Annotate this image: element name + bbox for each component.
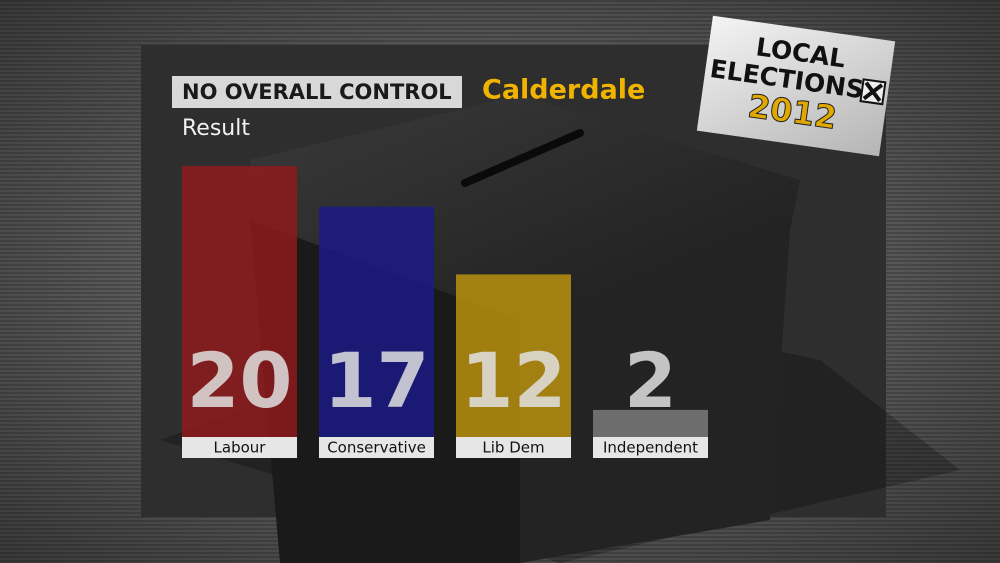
badge-box bbox=[172, 76, 462, 108]
value-label: 17 bbox=[324, 336, 430, 425]
bar bbox=[593, 409, 708, 437]
category-box bbox=[319, 437, 434, 458]
bar bbox=[456, 274, 571, 437]
value-label: 20 bbox=[187, 336, 293, 425]
category-box bbox=[182, 437, 297, 458]
ballot-box-front bbox=[520, 230, 790, 563]
category-label: Independent bbox=[603, 439, 698, 457]
bar bbox=[182, 166, 297, 437]
category-box bbox=[456, 437, 571, 458]
bar bbox=[319, 206, 434, 437]
logo-card bbox=[696, 15, 896, 157]
subtitle: Result bbox=[182, 116, 250, 141]
category-label: Lib Dem bbox=[482, 439, 544, 457]
value-label: 2 bbox=[624, 336, 677, 425]
logo: LOCAL ELECTIONS 2012 bbox=[696, 15, 896, 157]
category-box bbox=[593, 437, 708, 458]
logo-cross bbox=[862, 81, 884, 103]
badge: NO OVERALL CONTROL bbox=[182, 80, 452, 104]
value-label: 12 bbox=[461, 336, 567, 425]
category-label: Labour bbox=[214, 439, 267, 457]
chart-title: Calderdale bbox=[482, 75, 645, 106]
slot bbox=[461, 129, 584, 187]
category-label: Conservative bbox=[327, 439, 426, 457]
